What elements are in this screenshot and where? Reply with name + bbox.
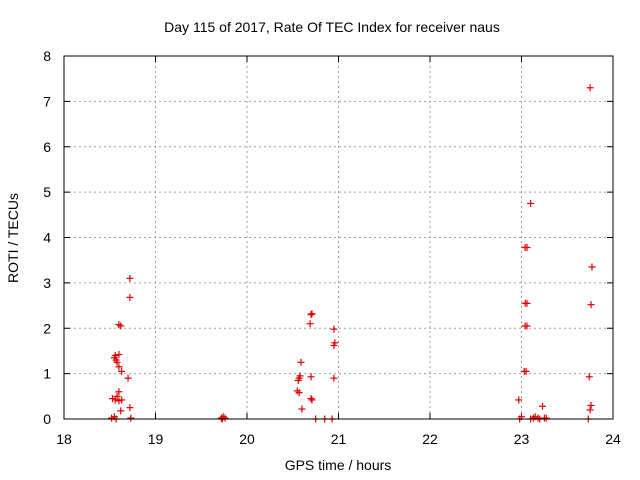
data-point bbox=[515, 396, 523, 404]
data-point bbox=[118, 367, 126, 375]
axis-ticks bbox=[63, 55, 614, 420]
data-point bbox=[126, 293, 134, 301]
x-tick-label: 20 bbox=[239, 431, 255, 447]
grid-lines bbox=[64, 56, 613, 419]
y-axis-label: ROTI / TECUs bbox=[5, 193, 21, 283]
data-point bbox=[587, 401, 595, 409]
data-point bbox=[124, 374, 132, 382]
data-point bbox=[297, 358, 305, 366]
data-point bbox=[113, 392, 121, 400]
x-tick-label: 19 bbox=[148, 431, 164, 447]
data-point bbox=[117, 322, 125, 330]
data-point bbox=[111, 351, 119, 359]
data-point bbox=[307, 373, 315, 381]
data-point bbox=[308, 396, 316, 404]
y-tick-label: 1 bbox=[43, 366, 51, 382]
data-point bbox=[118, 396, 126, 404]
data-point bbox=[111, 396, 119, 404]
data-point bbox=[306, 320, 314, 328]
plot-frame bbox=[63, 55, 614, 420]
data-point bbox=[115, 363, 123, 371]
x-axis-tick-labels: 18 19 20 21 22 23 24 bbox=[56, 431, 621, 447]
data-point bbox=[295, 389, 303, 397]
x-tick-label: 23 bbox=[514, 431, 530, 447]
data-point bbox=[117, 407, 125, 415]
y-axis-tick-labels: 0 1 2 3 4 5 6 7 8 bbox=[43, 48, 51, 427]
chart-title: Day 115 of 2017, Rate Of TEC Index for r… bbox=[164, 19, 500, 35]
data-point bbox=[115, 388, 123, 396]
data-point bbox=[523, 299, 531, 307]
y-tick-label: 4 bbox=[43, 230, 51, 246]
y-tick-label: 8 bbox=[43, 48, 51, 64]
data-point bbox=[127, 414, 135, 422]
x-tick-label: 18 bbox=[56, 431, 72, 447]
data-point bbox=[115, 351, 123, 359]
data-points bbox=[108, 84, 596, 423]
data-point bbox=[585, 373, 593, 381]
y-tick-label: 6 bbox=[43, 139, 51, 155]
data-point bbox=[307, 311, 315, 319]
y-tick-label: 3 bbox=[43, 275, 51, 291]
data-point bbox=[307, 395, 315, 403]
data-point bbox=[586, 406, 594, 414]
data-point bbox=[298, 405, 306, 413]
data-point bbox=[522, 367, 530, 375]
y-tick-label: 0 bbox=[43, 411, 51, 427]
data-point bbox=[587, 301, 595, 309]
data-point bbox=[126, 274, 134, 282]
data-point bbox=[523, 322, 531, 330]
y-tick-label: 5 bbox=[43, 184, 51, 200]
data-point bbox=[308, 310, 316, 318]
data-point bbox=[542, 414, 550, 422]
y-tick-label: 2 bbox=[43, 320, 51, 336]
data-point bbox=[331, 339, 339, 347]
data-point bbox=[115, 321, 123, 329]
data-point bbox=[295, 374, 303, 382]
data-point bbox=[588, 263, 596, 271]
y-tick-label: 7 bbox=[43, 93, 51, 109]
data-point bbox=[330, 374, 338, 382]
data-point bbox=[126, 404, 134, 412]
x-axis-label: GPS time / hours bbox=[285, 457, 392, 473]
data-point bbox=[527, 199, 535, 207]
data-point bbox=[539, 402, 547, 410]
data-point bbox=[293, 387, 301, 395]
data-point bbox=[523, 243, 531, 251]
x-tick-label: 21 bbox=[331, 431, 347, 447]
x-tick-label: 22 bbox=[422, 431, 438, 447]
data-point bbox=[113, 358, 121, 366]
x-tick-label: 24 bbox=[605, 431, 621, 447]
data-point bbox=[586, 84, 594, 92]
data-point bbox=[330, 325, 338, 333]
